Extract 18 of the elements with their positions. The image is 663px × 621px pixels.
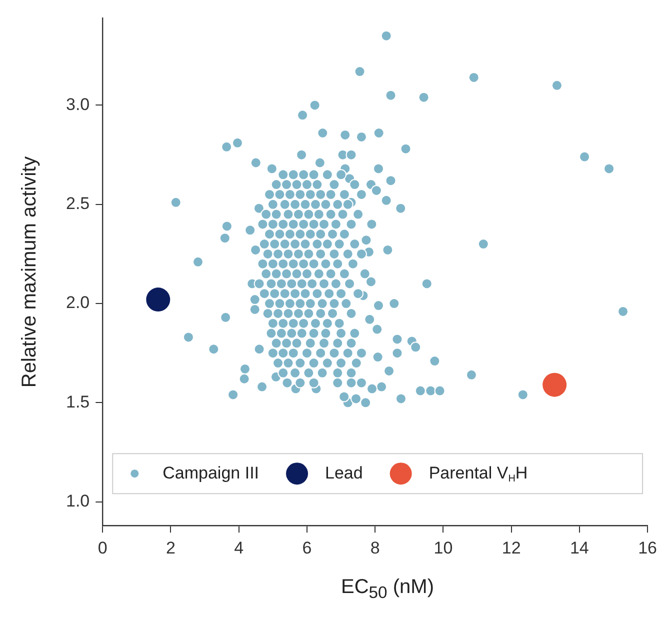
x-tick-label: 12 bbox=[502, 538, 521, 558]
x-tick-label: 2 bbox=[166, 538, 176, 558]
y-tick-label: 1.5 bbox=[66, 392, 90, 412]
x-tick-label: 6 bbox=[302, 538, 312, 558]
legend-label: Campaign III bbox=[162, 463, 260, 482]
y-tick-label: 1.0 bbox=[66, 491, 90, 510]
x-tick-label: 16 bbox=[638, 538, 658, 558]
x-tick-label: 4 bbox=[234, 538, 244, 558]
y-tick-label: 2.5 bbox=[66, 194, 90, 214]
legend-label: Lead bbox=[325, 463, 363, 482]
x-tick-label: 8 bbox=[370, 538, 380, 558]
y-tick-label: 3.0 bbox=[66, 94, 90, 114]
y-tick-label: 2.0 bbox=[66, 293, 90, 312]
x-axis-title: EC$_{50}$ (nM) bbox=[340, 576, 435, 603]
x-tick-label: 14 bbox=[570, 538, 589, 558]
x-tick-label: 10 bbox=[434, 538, 453, 558]
x-tick-label: 0 bbox=[98, 538, 108, 558]
y-axis-title: Relative maximum activity bbox=[18, 156, 42, 388]
